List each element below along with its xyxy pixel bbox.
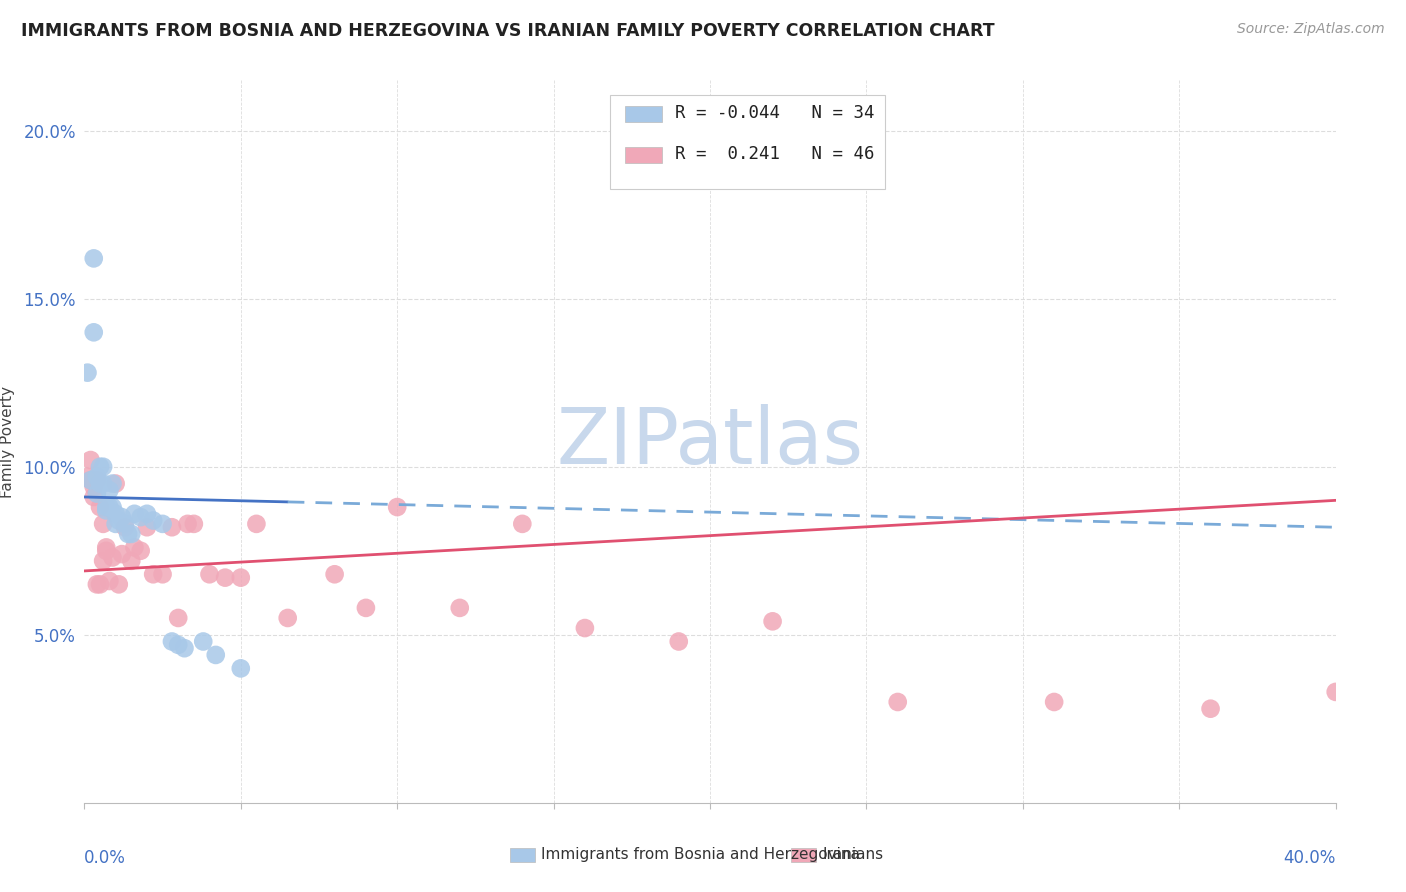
Point bbox=[91, 554, 114, 568]
Point bbox=[96, 503, 118, 517]
Point bbox=[354, 600, 377, 615]
FancyBboxPatch shape bbox=[792, 847, 817, 862]
Point bbox=[104, 507, 127, 521]
Point bbox=[91, 476, 114, 491]
Point bbox=[152, 567, 174, 582]
Point bbox=[142, 567, 165, 582]
Point bbox=[173, 641, 195, 656]
Point bbox=[1199, 702, 1222, 716]
Point bbox=[79, 473, 101, 487]
Point bbox=[762, 615, 785, 629]
Point bbox=[160, 520, 183, 534]
Point bbox=[183, 516, 205, 531]
Point bbox=[152, 516, 174, 531]
Point bbox=[89, 459, 111, 474]
Point bbox=[101, 550, 124, 565]
Point bbox=[111, 547, 134, 561]
Point bbox=[79, 473, 101, 487]
Point bbox=[198, 567, 221, 582]
Text: 40.0%: 40.0% bbox=[1284, 849, 1336, 867]
Point bbox=[101, 500, 124, 514]
Point bbox=[449, 600, 471, 615]
Text: Immigrants from Bosnia and Herzegovina: Immigrants from Bosnia and Herzegovina bbox=[541, 847, 860, 862]
Point bbox=[83, 252, 105, 266]
Point bbox=[76, 470, 98, 484]
Point bbox=[107, 577, 129, 591]
Text: R =  0.241   N = 46: R = 0.241 N = 46 bbox=[675, 145, 875, 163]
Point bbox=[96, 500, 118, 514]
Point bbox=[91, 459, 114, 474]
Text: Source: ZipAtlas.com: Source: ZipAtlas.com bbox=[1237, 22, 1385, 37]
Point bbox=[176, 516, 198, 531]
Point bbox=[124, 507, 146, 521]
Point bbox=[98, 500, 121, 514]
Point bbox=[129, 543, 152, 558]
Point bbox=[117, 527, 139, 541]
Point bbox=[1324, 685, 1347, 699]
Point bbox=[86, 473, 108, 487]
FancyBboxPatch shape bbox=[624, 106, 662, 122]
FancyBboxPatch shape bbox=[610, 95, 886, 189]
Point bbox=[89, 577, 111, 591]
Text: ZIPatlas: ZIPatlas bbox=[557, 403, 863, 480]
Point bbox=[76, 366, 98, 380]
Point bbox=[142, 514, 165, 528]
Point bbox=[323, 567, 346, 582]
Point bbox=[83, 480, 105, 494]
Point bbox=[277, 611, 299, 625]
Point bbox=[86, 577, 108, 591]
Point bbox=[167, 638, 190, 652]
Point bbox=[83, 490, 105, 504]
Point bbox=[120, 527, 142, 541]
FancyBboxPatch shape bbox=[624, 147, 662, 163]
FancyBboxPatch shape bbox=[510, 847, 534, 862]
Point bbox=[114, 516, 136, 531]
Point bbox=[204, 648, 226, 662]
Point bbox=[385, 500, 409, 514]
Point bbox=[79, 453, 101, 467]
Point bbox=[96, 541, 118, 555]
Point bbox=[83, 326, 105, 340]
Point bbox=[98, 483, 121, 498]
Text: R = -0.044   N = 34: R = -0.044 N = 34 bbox=[675, 103, 875, 122]
Point bbox=[160, 634, 183, 648]
Text: 0.0%: 0.0% bbox=[84, 849, 127, 867]
Point bbox=[86, 470, 108, 484]
Point bbox=[245, 516, 267, 531]
Point bbox=[111, 510, 134, 524]
Point bbox=[96, 543, 118, 558]
Point bbox=[887, 695, 910, 709]
Point bbox=[104, 476, 127, 491]
Point bbox=[1043, 695, 1066, 709]
Point bbox=[167, 611, 190, 625]
Point bbox=[229, 661, 252, 675]
Point bbox=[98, 574, 121, 588]
Point bbox=[89, 500, 111, 514]
Point bbox=[512, 516, 534, 531]
Text: Iranians: Iranians bbox=[823, 847, 884, 862]
Point bbox=[91, 516, 114, 531]
Point bbox=[107, 514, 129, 528]
Point bbox=[86, 486, 108, 500]
Point bbox=[104, 516, 127, 531]
Point bbox=[574, 621, 596, 635]
Point bbox=[668, 634, 690, 648]
Point bbox=[120, 554, 142, 568]
Point bbox=[89, 476, 111, 491]
Point bbox=[136, 507, 159, 521]
Point bbox=[214, 571, 236, 585]
Point bbox=[229, 571, 252, 585]
Point bbox=[193, 634, 215, 648]
Point bbox=[124, 541, 146, 555]
Point bbox=[114, 520, 136, 534]
Point bbox=[129, 510, 152, 524]
Y-axis label: Family Poverty: Family Poverty bbox=[0, 385, 15, 498]
Point bbox=[101, 476, 124, 491]
Text: IMMIGRANTS FROM BOSNIA AND HERZEGOVINA VS IRANIAN FAMILY POVERTY CORRELATION CHA: IMMIGRANTS FROM BOSNIA AND HERZEGOVINA V… bbox=[21, 22, 994, 40]
Point bbox=[136, 520, 159, 534]
